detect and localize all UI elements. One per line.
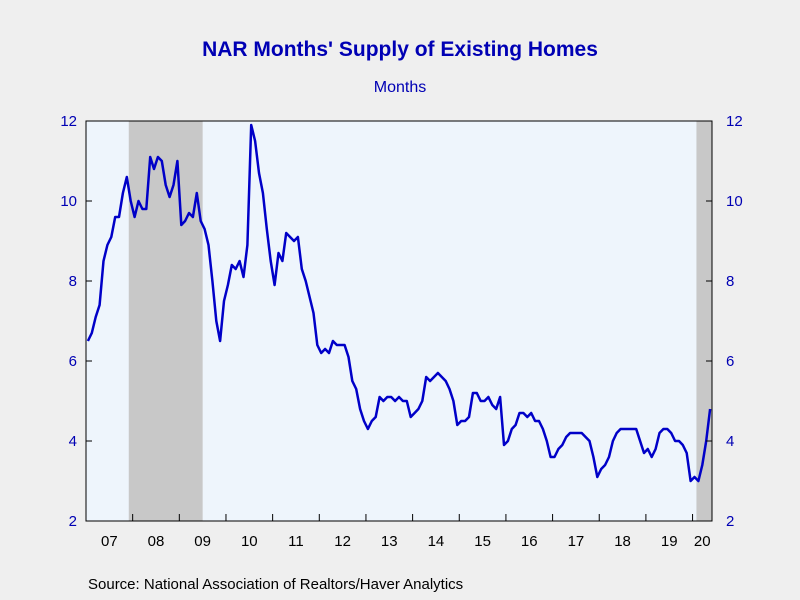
y-tick-label-left: 4 xyxy=(69,433,77,450)
plot-area: 2 2 4 4 6 6 8 8 10 10 12 12 07 08 09 10 11 12 13 14 15 16 17 18… xyxy=(60,113,742,550)
x-tick-label: 17 xyxy=(568,533,585,550)
chart-source: Source: National Association of Realtors… xyxy=(88,576,464,593)
y-tick-label-left: 8 xyxy=(69,273,77,290)
y-tick-label-right: 2 xyxy=(726,513,734,530)
y-tick-label-left: 2 xyxy=(69,513,77,530)
y-tick-label-right: 12 xyxy=(726,113,743,130)
x-tick-label: 14 xyxy=(428,533,445,550)
x-tick-label: 16 xyxy=(521,533,538,550)
x-tick-label: 19 xyxy=(661,533,678,550)
x-tick-label: 10 xyxy=(241,533,258,550)
recession-band xyxy=(696,121,712,521)
y-tick-label-right: 4 xyxy=(726,433,734,450)
y-tick-label-right: 6 xyxy=(726,353,734,370)
x-tick-label: 13 xyxy=(381,533,398,550)
plot-frame xyxy=(85,120,713,522)
y-tick-label-left: 10 xyxy=(60,193,77,210)
chart-subtitle: Months xyxy=(373,79,427,96)
x-tick-label: 08 xyxy=(148,533,165,550)
x-tick-label: 20 xyxy=(694,533,711,550)
x-tick-label: 18 xyxy=(614,533,631,550)
x-tick-label: 15 xyxy=(474,533,491,550)
data-line xyxy=(86,123,712,483)
x-tick-label: 07 xyxy=(101,533,118,550)
y-tick-label-right: 10 xyxy=(726,193,743,210)
y-tick-label-right: 8 xyxy=(726,273,734,290)
x-tick-label: 11 xyxy=(288,533,304,550)
y-tick-label-left: 12 xyxy=(60,113,77,130)
y-tick-label-left: 6 xyxy=(69,353,77,370)
x-tick-label: 12 xyxy=(334,533,351,550)
x-tick-label: 09 xyxy=(194,533,211,550)
chart-title: NAR Months' Supply of Existing Homes xyxy=(202,38,598,61)
